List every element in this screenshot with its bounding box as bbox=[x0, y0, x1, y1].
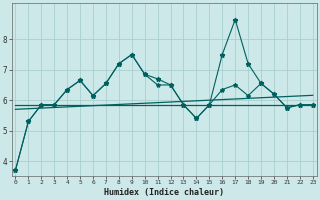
X-axis label: Humidex (Indice chaleur): Humidex (Indice chaleur) bbox=[104, 188, 224, 197]
